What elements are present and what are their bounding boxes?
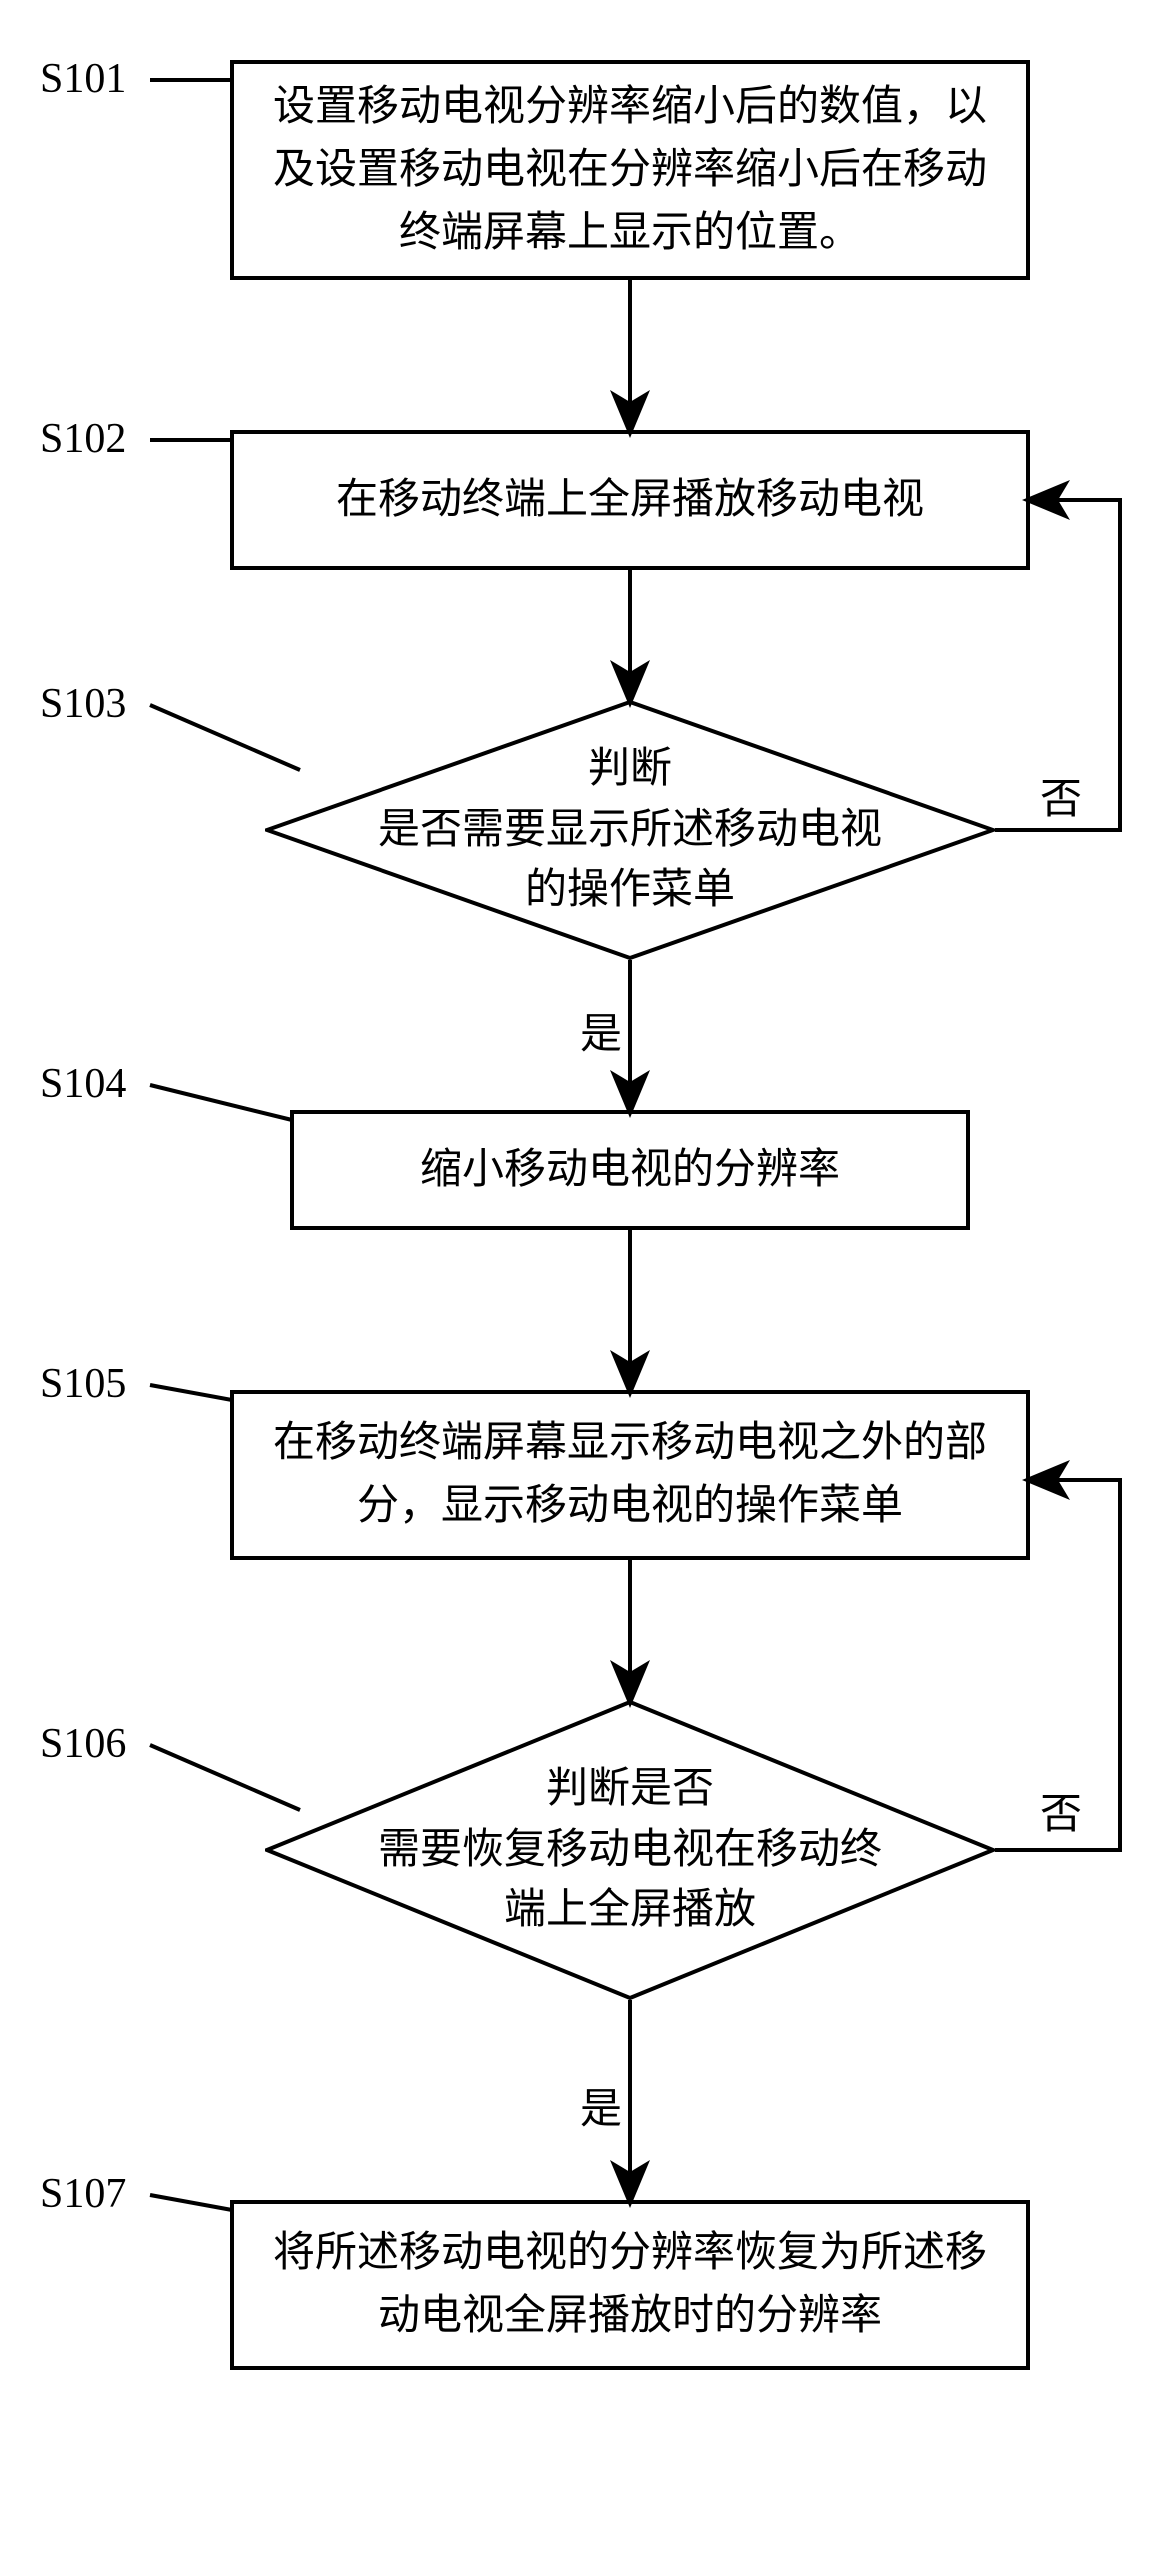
connectors-layer [0, 0, 1173, 2550]
step-label-s104: S104 [40, 1060, 126, 1108]
process-box-n4: 缩小移动电视的分辨率 [290, 1110, 970, 1230]
edge-label-yes: 是 [580, 1000, 622, 1061]
process-box-n2: 在移动终端上全屏播放移动电视 [230, 430, 1030, 570]
decision-diamond-n6: 判断是否 需要恢复移动电视在移动终 端上全屏播放 [265, 1700, 995, 2000]
node-text: 在移动终端上全屏播放移动电视 [336, 469, 924, 532]
edge-label-yes: 是 [580, 2075, 622, 2136]
step-label-s101: S101 [40, 55, 126, 103]
flowchart-canvas: S101 S102 S103 S104 S105 S106 S107 设置移动电… [0, 0, 1173, 2550]
node-text: 在移动终端屏幕显示移动电视之外的部分，显示移动电视的操作菜单 [254, 1412, 1006, 1538]
step-label-s102: S102 [40, 415, 126, 463]
step-label-s105: S105 [40, 1360, 126, 1408]
step-label-s103: S103 [40, 680, 126, 728]
node-text: 缩小移动电视的分辨率 [420, 1139, 840, 1202]
edge-label-no: 否 [1040, 765, 1082, 826]
step-label-s107: S107 [40, 2170, 126, 2218]
decision-diamond-n3: 判断 是否需要显示所述移动电视 的操作菜单 [265, 700, 995, 960]
process-box-n5: 在移动终端屏幕显示移动电视之外的部分，显示移动电视的操作菜单 [230, 1390, 1030, 1560]
node-text: 判断 是否需要显示所述移动电视 的操作菜单 [378, 739, 882, 922]
node-text: 判断是否 需要恢复移动电视在移动终 端上全屏播放 [378, 1759, 882, 1942]
edge-label-no: 否 [1040, 1780, 1082, 1841]
node-text: 设置移动电视分辨率缩小后的数值，以及设置移动电视在分辨率缩小后在移动终端屏幕上显… [254, 76, 1006, 265]
process-box-n1: 设置移动电视分辨率缩小后的数值，以及设置移动电视在分辨率缩小后在移动终端屏幕上显… [230, 60, 1030, 280]
process-box-n7: 将所述移动电视的分辨率恢复为所述移动电视全屏播放时的分辨率 [230, 2200, 1030, 2370]
node-text: 将所述移动电视的分辨率恢复为所述移动电视全屏播放时的分辨率 [254, 2222, 1006, 2348]
step-label-s106: S106 [40, 1720, 126, 1768]
